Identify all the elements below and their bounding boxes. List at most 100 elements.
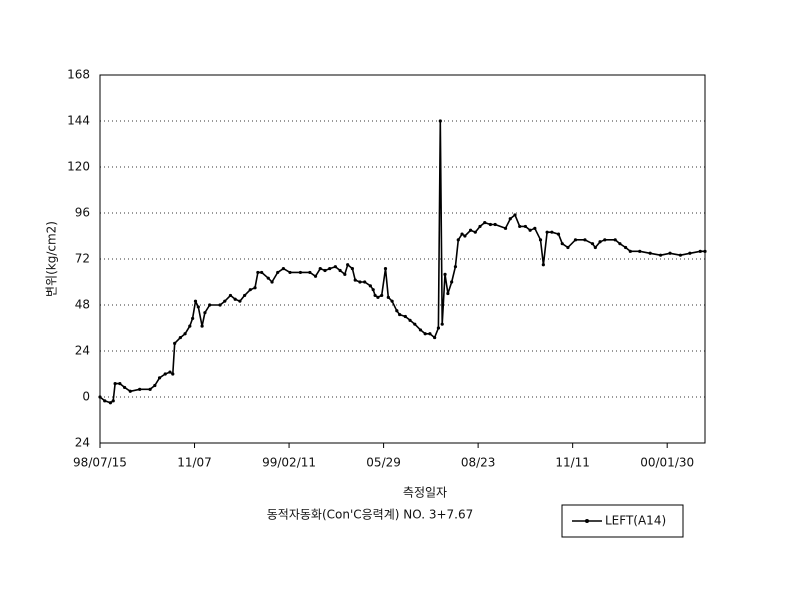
data-point: [363, 280, 367, 284]
data-point: [313, 274, 318, 278]
y-axis-label: 변위(kg/cm2): [45, 221, 59, 297]
data-point: [443, 272, 447, 276]
data-point: [450, 280, 454, 284]
data-point: [463, 234, 467, 238]
data-point: [545, 230, 549, 234]
data-point: [373, 293, 377, 298]
data-point: [453, 265, 458, 269]
data-point: [566, 245, 570, 250]
data-point: [698, 249, 702, 253]
y-tick-label: 48: [75, 298, 90, 312]
subtitle: 동적자동화(Con'C응력계) NO. 3+7.67: [267, 508, 473, 522]
data-point: [638, 249, 642, 253]
data-point: [298, 270, 303, 275]
data-point: [353, 278, 357, 282]
x-tick-label: 08/23: [461, 456, 496, 470]
data-point: [508, 217, 512, 221]
y-tick-label: 0: [82, 390, 90, 404]
data-point: [328, 266, 332, 271]
data-line: [99, 120, 705, 404]
data-point: [560, 242, 564, 246]
data-point: [98, 395, 102, 399]
data-point: [191, 316, 195, 321]
data-point: [288, 270, 292, 275]
data-point: [196, 305, 200, 309]
data-point: [148, 387, 152, 391]
data-point: [513, 213, 517, 217]
data-point: [648, 251, 652, 255]
data-point: [408, 318, 412, 322]
data-point: [338, 268, 342, 273]
data-point: [583, 238, 587, 242]
data-point: [603, 238, 607, 242]
data-point: [218, 303, 222, 307]
data-point: [270, 280, 274, 284]
x-tick-label: 05/29: [366, 456, 401, 470]
data-point: [380, 293, 384, 298]
data-point: [390, 299, 394, 303]
legend-label: LEFT(A14): [605, 514, 666, 528]
y-tick-label: 24: [75, 344, 90, 358]
data-point: [383, 266, 388, 271]
data-point: [163, 372, 167, 376]
data-point: [423, 332, 427, 336]
y-tick-label: 96: [75, 206, 90, 220]
data-point: [550, 230, 554, 234]
x-tick-label: 00/01/30: [640, 456, 694, 470]
data-point: [376, 295, 380, 299]
y-tick-label: 72: [75, 252, 90, 266]
data-point: [168, 370, 172, 374]
data-point: [157, 376, 162, 380]
plot-frame: [99, 74, 706, 444]
data-point: [418, 328, 423, 332]
data-point: [668, 251, 672, 255]
data-point: [346, 263, 350, 267]
data-point: [128, 389, 132, 393]
data-point: [658, 253, 663, 257]
data-point: [238, 299, 242, 303]
data-point: [358, 280, 362, 284]
data-point: [200, 324, 204, 328]
data-point: [108, 401, 112, 405]
data-point: [233, 297, 237, 301]
y-tick-label: 144: [67, 114, 90, 128]
data-point: [618, 242, 622, 246]
data-point: [171, 372, 175, 376]
legend-marker: [585, 519, 589, 523]
data-point: [253, 286, 257, 290]
data-point: [460, 232, 464, 236]
data-point: [688, 251, 692, 255]
data-point: [103, 399, 107, 403]
data-point: [153, 383, 157, 388]
x-tick-label: 11/11: [555, 456, 590, 470]
data-point: [428, 332, 432, 336]
data-point: [593, 245, 597, 250]
x-tick-label: 98/07/15: [73, 456, 127, 470]
data-point: [403, 314, 407, 319]
data-point: [488, 222, 493, 227]
data-point: [703, 249, 707, 253]
data-point: [193, 299, 198, 303]
data-point: [473, 230, 477, 234]
x-tick-label: 11/07: [177, 456, 212, 470]
data-point: [518, 224, 522, 229]
data-point: [276, 270, 280, 275]
data-point: [456, 238, 460, 242]
data-point: [678, 253, 683, 257]
data-point: [260, 270, 264, 275]
data-point: [113, 381, 117, 386]
data-point: [266, 276, 270, 280]
data-point: [556, 232, 561, 236]
data-point: [228, 293, 233, 298]
data-point: [111, 399, 115, 403]
data-point: [613, 238, 617, 242]
data-point: [623, 245, 628, 250]
data-point: [178, 335, 182, 340]
data-point: [208, 303, 212, 307]
data-point: [122, 385, 127, 390]
data-point: [533, 226, 537, 230]
data-point: [343, 272, 347, 276]
data-point: [386, 295, 390, 299]
